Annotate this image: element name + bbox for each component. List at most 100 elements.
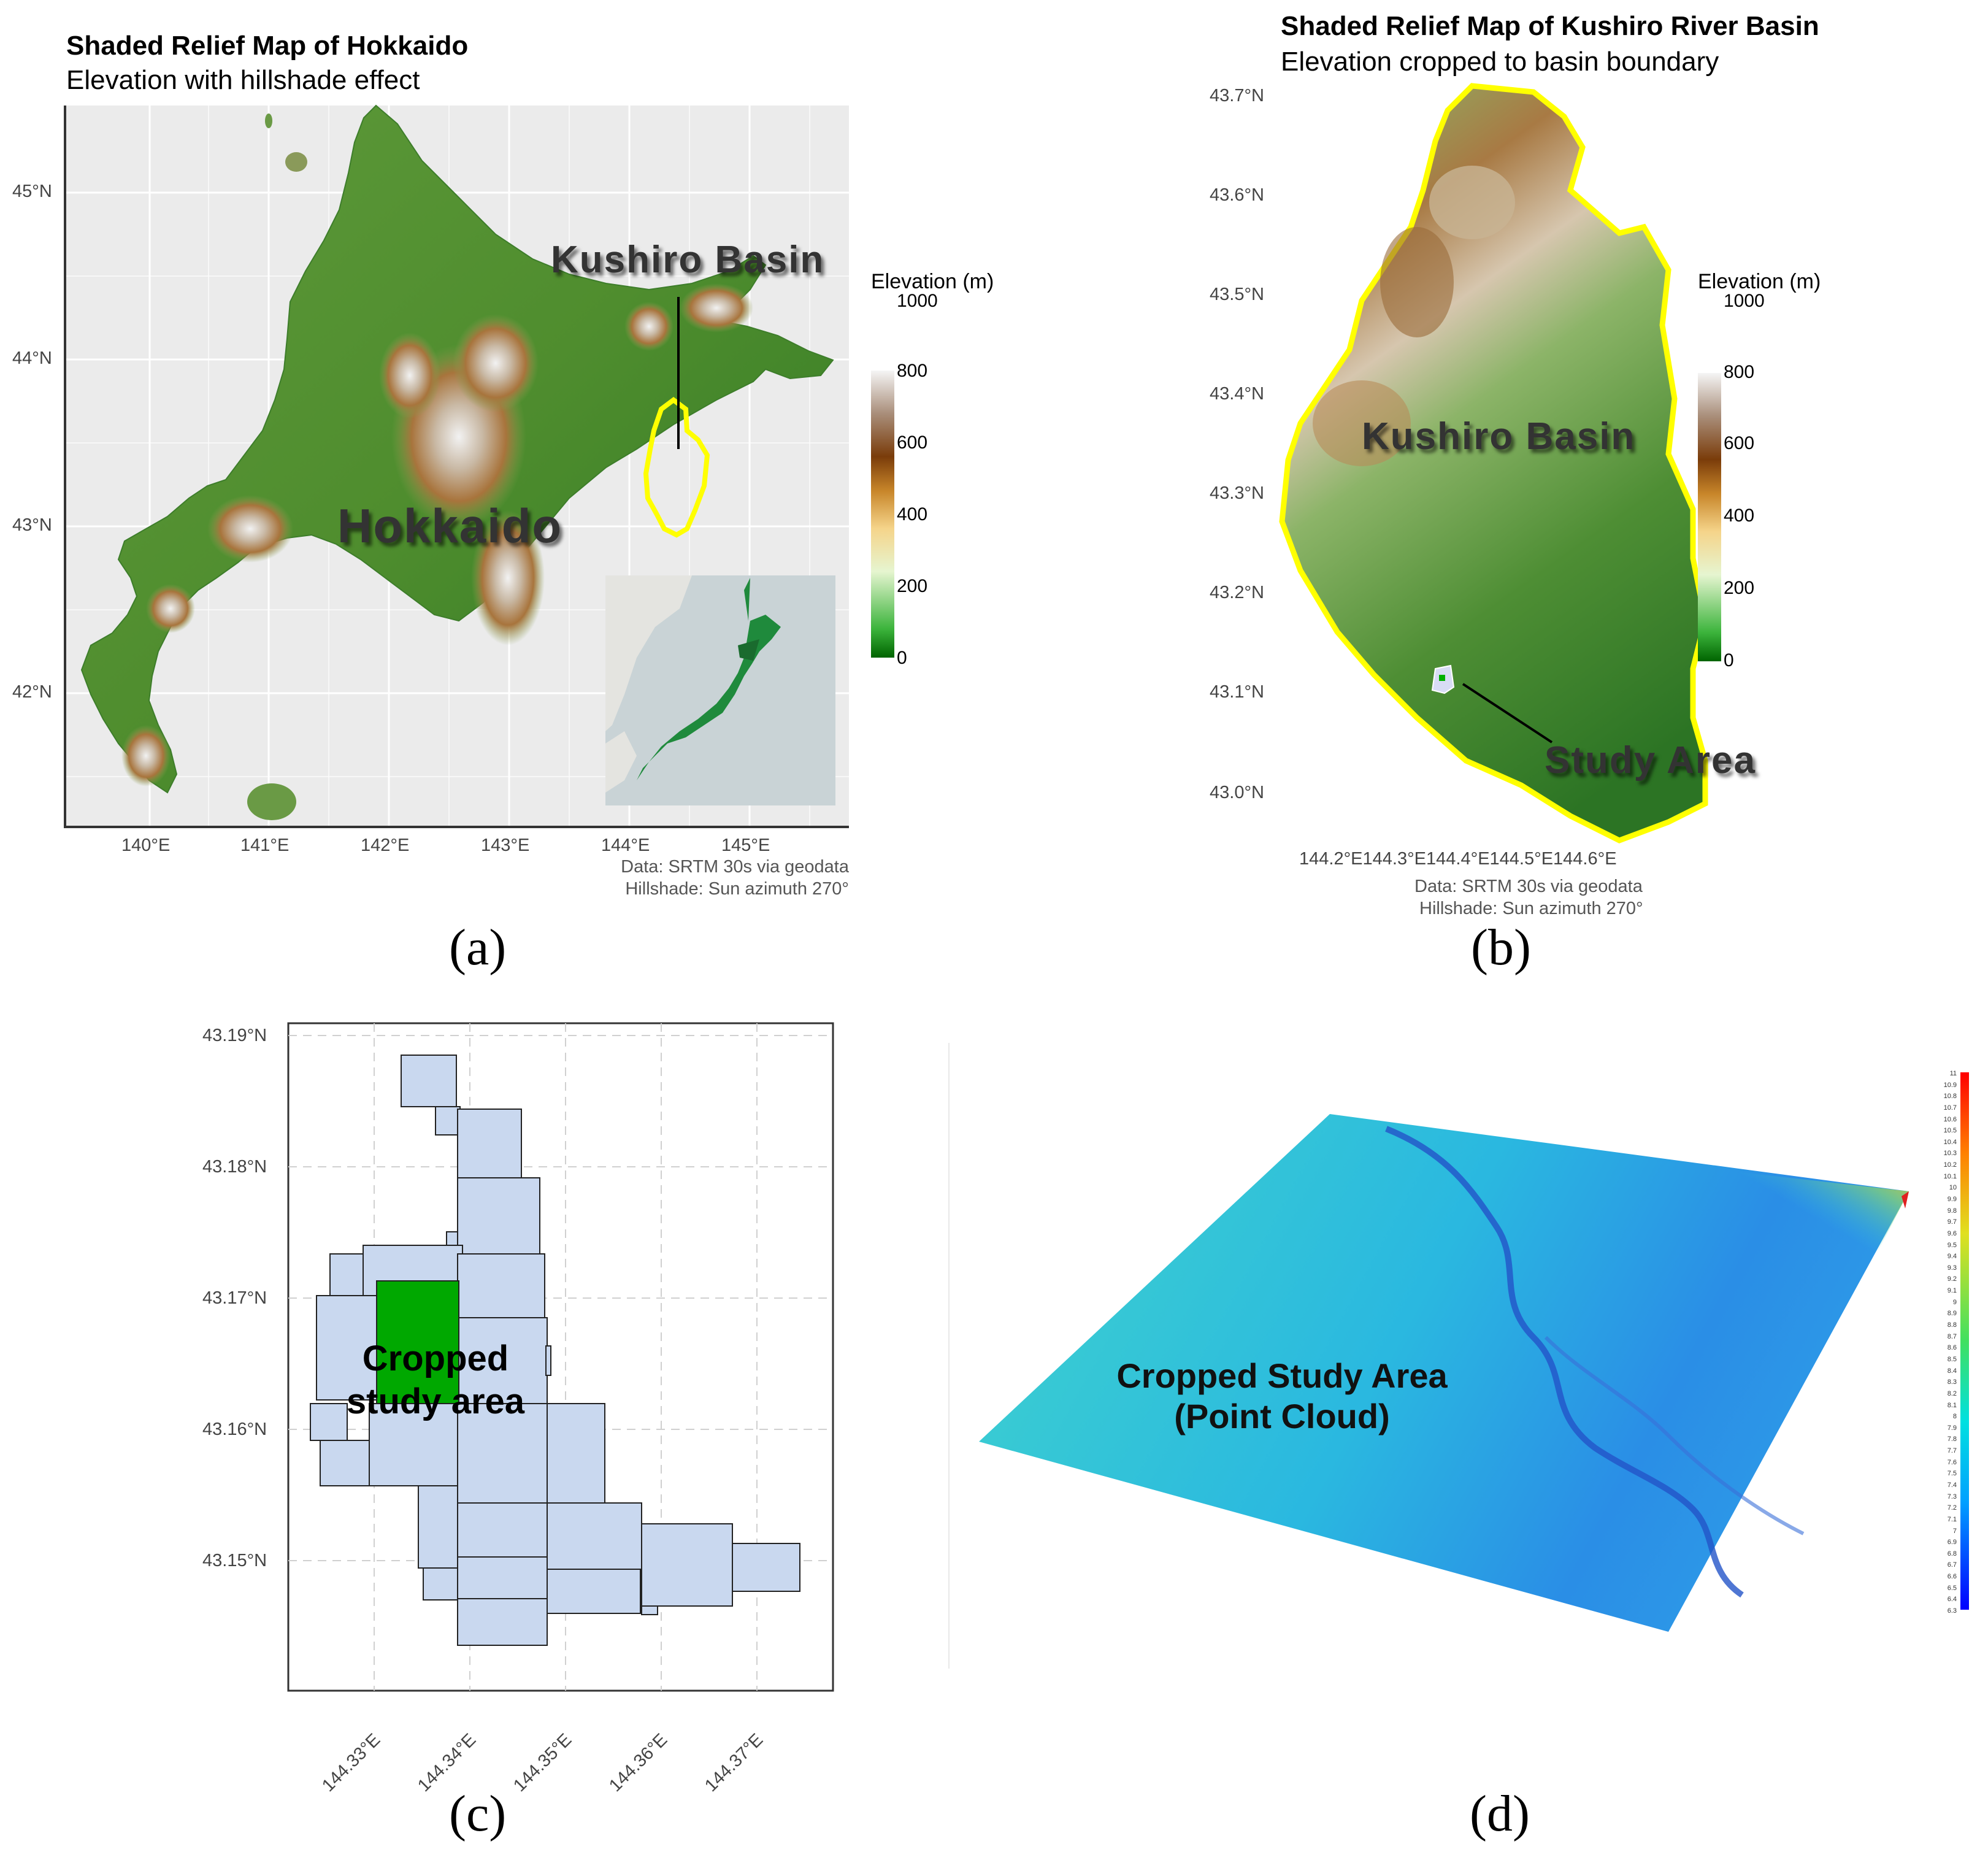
colorbar-tick-label: 9.6 — [1947, 1229, 1957, 1237]
colorbar-tick-label: 6.3 — [1947, 1607, 1957, 1615]
credit-line: Hillshade: Sun azimuth 270° — [625, 879, 849, 899]
colorbar-tick-label: 10.7 — [1943, 1104, 1957, 1112]
credit-line: Data: SRTM 30s via geodata — [1414, 877, 1643, 896]
point-cloud-label-line: (Point Cloud) — [1174, 1397, 1390, 1435]
study-leader-line — [1462, 683, 1553, 744]
colorbar-tick-label: 9 — [1952, 1298, 1957, 1306]
credit-line: Hillshade: Sun azimuth 270° — [1419, 899, 1643, 918]
colorbar-tick-label: 7.4 — [1947, 1481, 1957, 1489]
cropped-label-line: Cropped — [362, 1339, 509, 1378]
colorbar-tick-label: 8.4 — [1947, 1367, 1957, 1375]
colorbar-tick-label: 6.4 — [1947, 1596, 1957, 1604]
colorbar-tick-label: 7.6 — [1947, 1458, 1957, 1466]
panel-d: Cropped Study Area (Point Cloud) 6.3 6.4 6… — [945, 1006, 1988, 1860]
panel-caption: (b) — [1471, 919, 1531, 976]
kushiro-basin-label: Kushiro Basin — [551, 239, 825, 281]
colorbar-tick-label: 8.5 — [1947, 1355, 1957, 1363]
river-channel — [1385, 1126, 1744, 1598]
colorbar-tick-label: 8.3 — [1947, 1378, 1957, 1386]
colorbar-tick-label: 8.2 — [1947, 1389, 1957, 1397]
lon-tick: 144.36°E — [605, 1730, 672, 1796]
colorbar-tick-label: 6.9 — [1947, 1539, 1957, 1547]
legend-title: Elevation (m) — [871, 270, 994, 293]
colorbar-tick-label: 10.8 — [1943, 1093, 1957, 1101]
lat-tick: 45°N — [12, 182, 52, 201]
colorbar-tick-label: 10.4 — [1943, 1138, 1957, 1146]
cropped-study-label: Cropped study area — [319, 1337, 552, 1423]
point-cloud-plane — [979, 1114, 1909, 1632]
colorbar-tick-label: 10.2 — [1943, 1161, 1957, 1169]
colorbar-tick-label: 11 — [1949, 1070, 1957, 1077]
lat-tick: 43.1°N — [1210, 682, 1264, 702]
colorbar-tick-label: 9.8 — [1947, 1207, 1957, 1215]
colorbar-tick-label: 9.7 — [1947, 1218, 1957, 1226]
panel-b-title: Shaded Relief Map of Kushiro River Basin — [1281, 11, 1819, 41]
point-cloud-label: Cropped Study Area (Point Cloud) — [1092, 1356, 1472, 1437]
colorbar-tick-label: 6.6 — [1947, 1573, 1957, 1581]
lat-tick: 43.4°N — [1210, 384, 1264, 404]
colorbar-tick-label: 7.7 — [1947, 1447, 1957, 1455]
lat-tick: 43.2°N — [1210, 583, 1264, 602]
lon-tick: 141°E — [240, 836, 290, 855]
colorbar-tick-label: 7.3 — [1947, 1493, 1957, 1501]
colorbar-tick-label: 8 — [1952, 1413, 1957, 1421]
legend-tick: 600 — [1724, 433, 1755, 453]
colorbar-tick-label: 9.9 — [1947, 1196, 1957, 1204]
colorbar-tick-label: 8.1 — [1947, 1401, 1957, 1409]
lon-tick: 142°E — [361, 836, 410, 855]
lon-tick: 143°E — [481, 836, 530, 855]
legend-tick: 0 — [897, 648, 907, 668]
colorbar-tick-label: 8.9 — [1947, 1310, 1957, 1318]
colorbar-tick-label: 9.2 — [1947, 1275, 1957, 1283]
colorbar-tick-label: 8.7 — [1947, 1332, 1957, 1340]
basin-shape — [1279, 83, 1708, 844]
panel-a-subtitle: Elevation with hillshade effect — [66, 65, 420, 95]
colorbar-tick-label: 7.1 — [1947, 1515, 1957, 1523]
legend-tick: 400 — [897, 504, 928, 525]
colorbar-tick-label: 10.1 — [1943, 1172, 1957, 1180]
cropped-study-area — [376, 1280, 459, 1404]
colorbar-tick-label: 7 — [1952, 1527, 1957, 1535]
panel-a-y-axis — [64, 106, 66, 826]
lat-tick: 43°N — [12, 515, 52, 535]
lon-tick-row: 144.2°E144.3°E144.4°E144.5°E144.6°E — [1299, 849, 1617, 869]
colorbar-tick-label: 7.5 — [1947, 1470, 1957, 1478]
cropped-label-line: study area — [346, 1382, 525, 1421]
colorbar-tick-label: 8.6 — [1947, 1344, 1957, 1352]
legend-tick: 800 — [1724, 362, 1755, 382]
hokkaido-label: Hokkaido — [337, 499, 563, 553]
study-area-label: Study Area — [1545, 739, 1757, 782]
colorbar-tick-label: 10.5 — [1943, 1127, 1957, 1135]
legend-tick: 400 — [1724, 505, 1755, 526]
legend-tick: 200 — [897, 576, 928, 596]
legend-tick: 0 — [1724, 650, 1734, 671]
panel-a-title: Shaded Relief Map of Hokkaido — [66, 31, 469, 61]
colorbar-tick-label: 9.4 — [1947, 1253, 1957, 1261]
lon-tick: 144°E — [601, 836, 650, 855]
legend-title: Elevation (m) — [1698, 270, 1821, 293]
point-cloud-label-line: Cropped Study Area — [1116, 1356, 1448, 1395]
lon-tick: 145°E — [721, 836, 770, 855]
height-colorbar — [1960, 1072, 1969, 1610]
colorbar-tick-label: 7.8 — [1947, 1435, 1957, 1443]
lat-tick: 43.0°N — [1210, 783, 1264, 802]
legend-tick: 1000 — [897, 291, 938, 311]
colorbar-tick-label: 10 — [1949, 1184, 1957, 1192]
panel-b: Shaded Relief Map of Kushiro River Basin… — [1006, 0, 1988, 982]
height-colorbar-ticks: 6.3 6.4 6.5 6.6 6.7 6.8 6.9 7 7.1 7.2 7.3 7.4 7.5 7.6… — [1920, 1070, 1957, 1615]
lat-tick: 43.7°N — [1210, 86, 1264, 106]
colorbar-tick-label: 7.9 — [1947, 1424, 1957, 1432]
lat-tick: 43.17°N — [202, 1288, 267, 1308]
panel-a: Shaded Relief Map of Hokkaido Elevation … — [0, 0, 1006, 982]
lat-tick: 44°N — [12, 348, 52, 368]
lat-tick: 43.19°N — [202, 1026, 267, 1045]
colorbar-tick-label: 9.1 — [1947, 1287, 1957, 1295]
colorbar-tick-label: 10.9 — [1943, 1081, 1957, 1089]
legend-tick: 600 — [897, 432, 928, 453]
panel-caption: (a) — [449, 919, 507, 976]
study-grid-map — [287, 1022, 834, 1692]
colorbar-tick-label: 8.8 — [1947, 1321, 1957, 1329]
lat-tick: 43.16°N — [202, 1420, 267, 1439]
panel-caption: (d) — [1470, 1785, 1530, 1842]
lat-tick: 43.15°N — [202, 1551, 267, 1570]
